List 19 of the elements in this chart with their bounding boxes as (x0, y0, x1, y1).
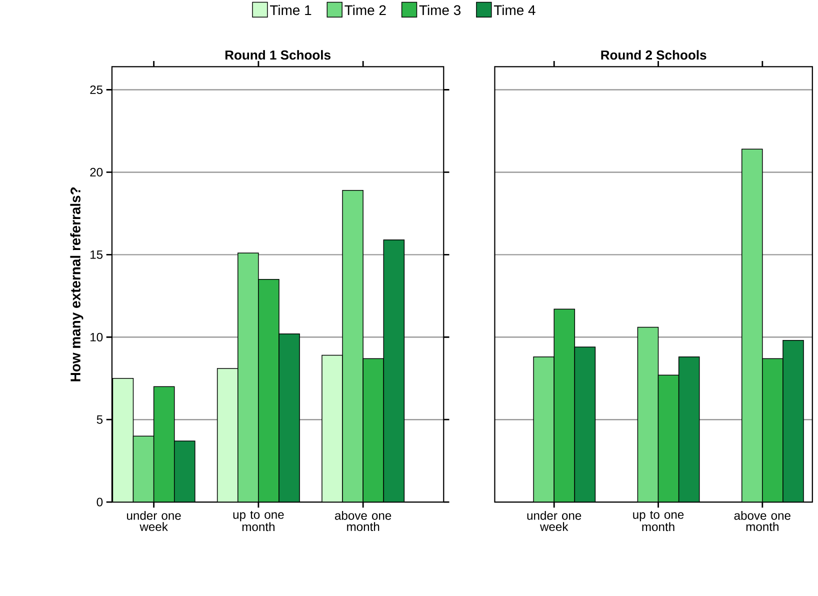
x-tick-label: under one week (127, 510, 181, 531)
x-tick-label: above one month (334, 510, 392, 531)
legend-label: Time 1 (270, 4, 312, 16)
y-tick-label: 20 (90, 168, 103, 176)
y-tick-label: 5 (96, 415, 103, 424)
y-tick-label: 15 (90, 250, 103, 259)
y-tick-label: 10 (90, 332, 103, 342)
y-axis-title: How many external referrals? (70, 187, 84, 382)
x-tick-label: above one month (734, 510, 790, 531)
x-tick-label: up to one month (233, 510, 284, 532)
legend-label: Time 2 (344, 4, 386, 16)
legend-label: Time 3 (419, 4, 461, 16)
y-tick-label: 0 (96, 498, 103, 506)
y-tick-label: 25 (90, 85, 103, 94)
chart-title: Round 2 Schools (601, 50, 706, 60)
chart-title: Round 1 Schools (225, 50, 330, 60)
x-tick-label: up to one month (633, 510, 684, 532)
legend-label: Time 4 (494, 4, 536, 16)
x-tick-label: under one week (527, 510, 582, 531)
